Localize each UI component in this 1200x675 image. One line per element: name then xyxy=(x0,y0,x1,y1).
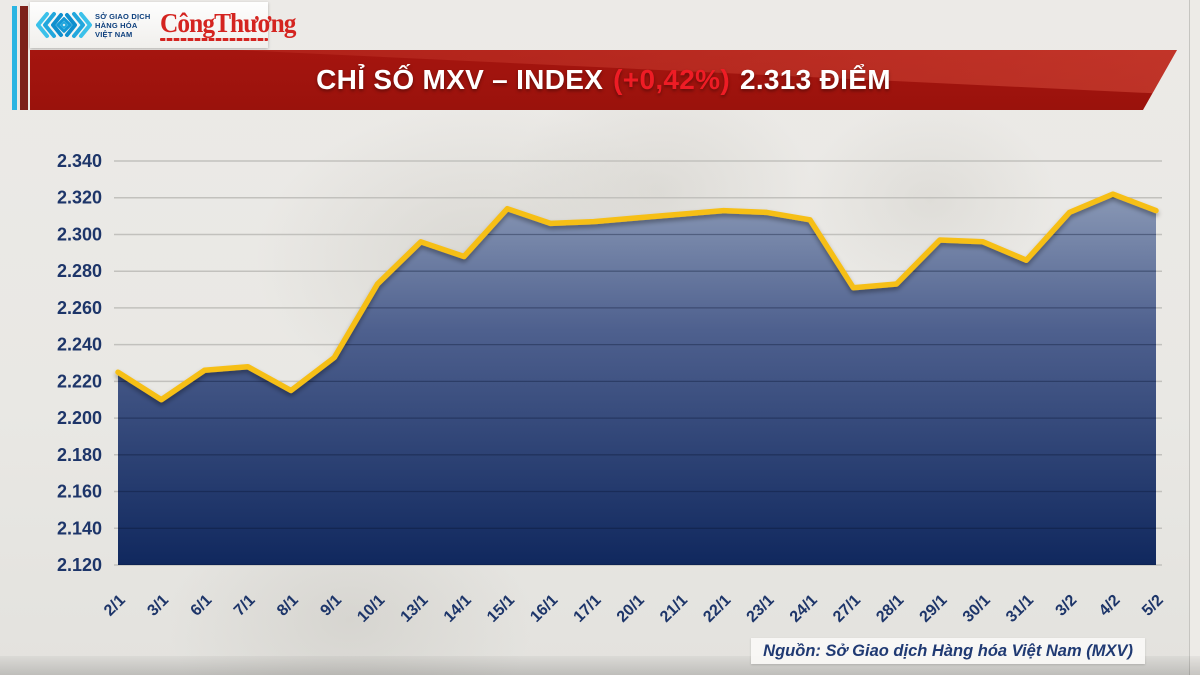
x-tick-label: 10/1 xyxy=(354,592,388,626)
x-tick-label: 3/1 xyxy=(144,592,172,620)
mxv-org-line-3: VIỆT NAM xyxy=(95,29,133,39)
page-title: CHỈ SỐ MXV – INDEX (+0,42%) 2.313 ĐIỂM xyxy=(30,50,1177,110)
y-tick-label: 2.260 xyxy=(57,298,102,318)
title-main: CHỈ SỐ MXV – INDEX xyxy=(316,64,604,95)
y-tick-label: 2.340 xyxy=(57,151,102,171)
x-tick-label: 30/1 xyxy=(960,592,994,626)
x-tick-label: 8/1 xyxy=(274,592,302,620)
x-tick-label: 31/1 xyxy=(1003,592,1037,626)
title-change-percent: (+0,42%) xyxy=(613,64,730,95)
x-tick-label: 4/2 xyxy=(1096,592,1124,620)
x-tick-label: 2/1 xyxy=(101,592,129,620)
x-tick-label: 6/1 xyxy=(188,592,216,620)
x-tick-label: 16/1 xyxy=(527,592,561,626)
congthuong-tagline-bar xyxy=(160,37,269,41)
y-tick-label: 2.320 xyxy=(57,188,102,208)
x-tick-label: 20/1 xyxy=(614,592,648,626)
x-tick-label: 24/1 xyxy=(787,592,821,626)
title-value: 2.313 ĐIỂM xyxy=(739,64,891,95)
accent-bar-cyan xyxy=(12,6,17,110)
x-tick-label: 21/1 xyxy=(657,592,691,626)
y-tick-label: 2.200 xyxy=(57,408,102,428)
accent-bar-maroon xyxy=(20,6,28,110)
x-tick-label: 9/1 xyxy=(317,592,345,620)
mxv-org-line-1: SỞ GIAO DỊCH xyxy=(95,11,151,21)
x-tick-label: 27/1 xyxy=(830,592,864,626)
x-tick-label: 17/1 xyxy=(571,592,605,626)
mxv-chevron-diamond-icon xyxy=(36,12,92,38)
x-tick-label: 28/1 xyxy=(873,592,907,626)
mxv-org-name: SỞ GIAO DỊCH HÀNG HÓA VIỆT NAM xyxy=(95,12,150,39)
congthuong-logo: CôngThương xyxy=(160,7,304,41)
logo-bar: SỞ GIAO DỊCH HÀNG HÓA VIỆT NAM CôngThươn… xyxy=(30,2,297,48)
index-line xyxy=(115,191,1159,403)
y-tick-label: 2.160 xyxy=(57,482,102,502)
x-tick-label: 5/2 xyxy=(1139,592,1167,620)
page-edge-line xyxy=(1189,0,1190,675)
title-banner: CHỈ SỐ MXV – INDEX (+0,42%) 2.313 ĐIỂM xyxy=(30,50,1177,110)
y-axis-labels: 2.340 2.320 2.300 2.280 2.260 2.240 2.220 2.200… xyxy=(57,151,102,575)
congthuong-wordmark: CôngThương xyxy=(160,7,297,38)
x-tick-label: 14/1 xyxy=(441,592,475,626)
y-tick-label: 2.120 xyxy=(57,555,102,575)
x-tick-label: 3/2 xyxy=(1053,592,1081,620)
page-edge-right xyxy=(1190,0,1200,675)
y-tick-label: 2.240 xyxy=(57,335,102,355)
y-tick-label: 2.180 xyxy=(57,445,102,465)
source-caption-box: Nguồn: Sở Giao dịch Hàng hóa Việt Nam (M… xyxy=(751,638,1145,664)
y-tick-label: 2.220 xyxy=(57,371,102,391)
x-tick-label: 13/1 xyxy=(398,592,432,626)
x-tick-label: 22/1 xyxy=(700,592,734,626)
x-tick-label: 23/1 xyxy=(744,592,778,626)
x-axis-labels: 2/1 3/1 6/1 7/1 8/1 9/1 10/1 13/1 14/1 15/1 16/1 17… xyxy=(101,592,1167,626)
mxv-org-line-2: HÀNG HÓA xyxy=(95,20,138,30)
x-tick-label: 7/1 xyxy=(231,592,259,620)
x-tick-label: 15/1 xyxy=(484,592,518,626)
y-tick-label: 2.140 xyxy=(57,518,102,538)
x-tick-label: 29/1 xyxy=(917,592,951,626)
y-tick-label: 2.280 xyxy=(57,261,102,281)
source-caption: Nguồn: Sở Giao dịch Hàng hóa Việt Nam (M… xyxy=(763,641,1133,660)
y-tick-label: 2.300 xyxy=(57,225,102,245)
